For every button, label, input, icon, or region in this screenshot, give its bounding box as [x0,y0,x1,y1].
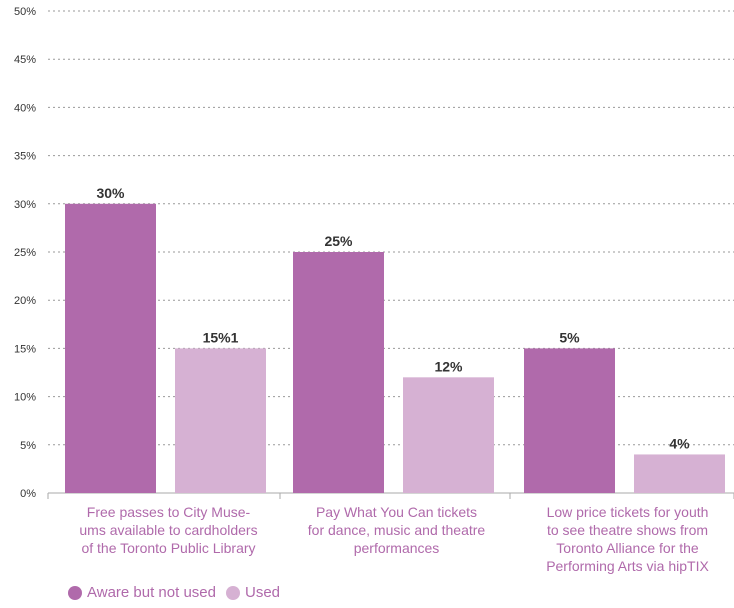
bar-data-label: 30% [96,185,125,201]
legend-swatch-used [225,585,240,600]
x-category-label: for dance, music and theatre [308,522,486,538]
x-category-label: Performing Arts via hipTIX [546,558,709,574]
y-tick-label: 10% [14,392,36,404]
x-category-label: to see theatre shows from [547,522,708,538]
y-tick-label: 45% [14,54,36,66]
y-tick-label: 20% [14,295,36,307]
y-tick-label: 50% [14,6,36,18]
bar-data-label: 25% [324,233,353,249]
bar [293,252,384,493]
legend-item-aware: Aware but not used [68,584,216,601]
bar [403,377,494,493]
y-tick-label: 0% [20,488,36,500]
x-category-label: Pay What You Can tickets [316,504,477,520]
x-category-label: Toronto Alliance for the [556,540,699,556]
bar-data-label: 15%1 [203,329,239,345]
legend-label-used: Used [244,584,281,601]
x-category-label: of the Toronto Public Library [81,540,255,556]
bar-data-label: 12% [434,358,463,374]
x-category-label: Low price tickets for youth [547,504,709,520]
bar-data-label: 4% [669,435,690,451]
legend-swatch-aware [68,585,82,600]
legend-item-used: Used [225,584,281,601]
legend: Aware but not used Used [68,584,290,601]
x-category-label: ums available to cardholders [79,522,257,538]
bar [524,348,615,493]
bar [634,454,725,493]
y-tick-label: 35% [14,151,36,163]
bar [65,203,156,494]
bar-data-label: 5% [559,329,580,345]
y-tick-label: 30% [14,199,36,211]
y-tick-label: 5% [20,440,36,452]
y-tick-label: 25% [14,247,36,259]
y-tick-label: 15% [14,343,36,355]
x-category-label: Free passes to City Muse- [87,504,251,520]
x-category-label: performances [354,540,440,556]
y-tick-label: 40% [14,102,36,114]
bar [175,348,266,493]
legend-label-aware: Aware but not used [87,584,216,601]
